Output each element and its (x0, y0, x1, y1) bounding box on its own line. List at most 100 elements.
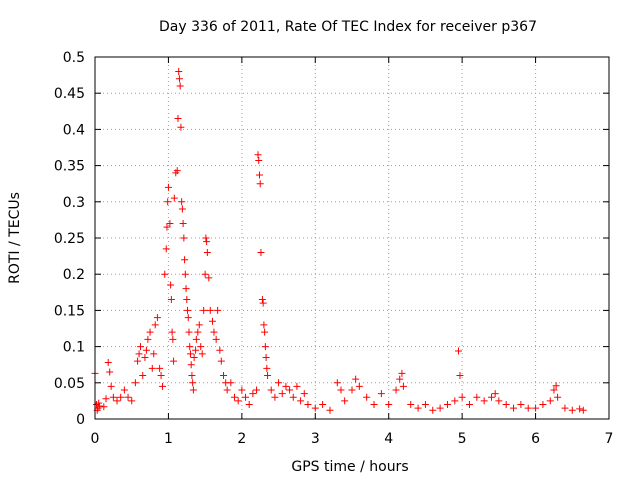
data-point (451, 397, 459, 405)
data-point (178, 205, 186, 213)
data-point (271, 393, 279, 401)
data-point (168, 328, 176, 336)
data-point (173, 167, 181, 175)
data-point (150, 350, 158, 358)
data-point (245, 401, 253, 409)
data-point (162, 245, 170, 253)
data-point (203, 238, 211, 246)
data-point (176, 82, 184, 90)
data-point (495, 397, 503, 405)
data-point (174, 115, 182, 123)
data-point (184, 314, 192, 322)
data-point (352, 375, 360, 383)
data-point (255, 171, 263, 179)
data-point (185, 328, 193, 336)
data-point (550, 386, 558, 394)
data-point (163, 223, 171, 231)
data-point (311, 404, 319, 412)
data-point (456, 372, 464, 380)
data-point (473, 393, 481, 401)
data-point (260, 321, 268, 329)
data-point (546, 397, 554, 405)
data-point (107, 382, 115, 390)
data-point (117, 393, 125, 401)
data-point (151, 321, 159, 329)
data-points (91, 67, 587, 414)
data-point (436, 404, 444, 412)
data-point (153, 314, 161, 322)
chart-title: Day 336 of 2011, Rate Of TEC Index for r… (159, 19, 537, 35)
data-point (262, 353, 270, 361)
data-point (166, 220, 174, 228)
data-point (326, 406, 334, 414)
data-point (167, 281, 175, 289)
data-point (552, 382, 560, 390)
data-point (186, 343, 194, 351)
data-point (524, 404, 532, 412)
data-point (491, 390, 499, 398)
data-point (214, 306, 222, 314)
data-point (104, 359, 112, 367)
data-point (216, 346, 224, 354)
data-point (257, 248, 265, 256)
data-point (539, 401, 547, 409)
data-point (396, 375, 404, 383)
data-point (370, 401, 378, 409)
x-tick-label: 2 (237, 431, 246, 447)
data-point (238, 386, 246, 394)
data-point (319, 401, 327, 409)
data-point (187, 361, 195, 369)
y-axis-ticks: 0 0.05 0.1 0.15 0.2 0.25 0.3 0.35 0.4 0.45 0.5 (54, 50, 609, 428)
data-point (278, 390, 286, 398)
data-point (192, 335, 200, 343)
data-point (194, 328, 202, 336)
data-point (212, 335, 220, 343)
y-tick-label: 0.05 (54, 376, 85, 392)
data-point (267, 386, 275, 394)
data-point (297, 397, 305, 405)
x-axis-ticks: 0 1 2 3 4 5 6 7 (91, 57, 613, 447)
data-point (304, 401, 312, 409)
data-point (300, 390, 308, 398)
data-point (198, 350, 206, 358)
data-point (502, 401, 510, 409)
data-point (139, 372, 147, 380)
data-point (170, 357, 178, 365)
data-point (205, 274, 213, 282)
data-point (120, 386, 128, 394)
data-point (102, 395, 110, 403)
data-point (184, 306, 192, 314)
data-point (363, 393, 371, 401)
data-point (234, 397, 242, 405)
data-point (289, 393, 297, 401)
data-point (263, 364, 271, 372)
data-point (100, 403, 108, 411)
x-tick-label: 3 (311, 431, 320, 447)
data-point (124, 393, 132, 401)
data-point (95, 402, 103, 410)
data-point (203, 248, 211, 256)
data-point (510, 404, 518, 412)
data-point (195, 321, 203, 329)
data-point (421, 401, 429, 409)
data-point (392, 386, 400, 394)
y-tick-label: 0.1 (63, 340, 85, 356)
x-tick-label: 5 (458, 431, 467, 447)
data-point (109, 393, 117, 401)
data-point (106, 368, 114, 376)
x-tick-label: 6 (531, 431, 540, 447)
data-point (293, 382, 301, 390)
data-point (181, 270, 189, 278)
data-point (175, 67, 183, 75)
data-point (128, 397, 136, 405)
data-point (385, 401, 393, 409)
data-point (465, 401, 473, 409)
data-point (169, 335, 177, 343)
y-tick-label: 0.3 (63, 195, 85, 211)
data-point (148, 364, 156, 372)
data-point (141, 353, 149, 361)
data-point (137, 343, 145, 351)
data-point (156, 364, 164, 372)
x-tick-label: 1 (164, 431, 173, 447)
